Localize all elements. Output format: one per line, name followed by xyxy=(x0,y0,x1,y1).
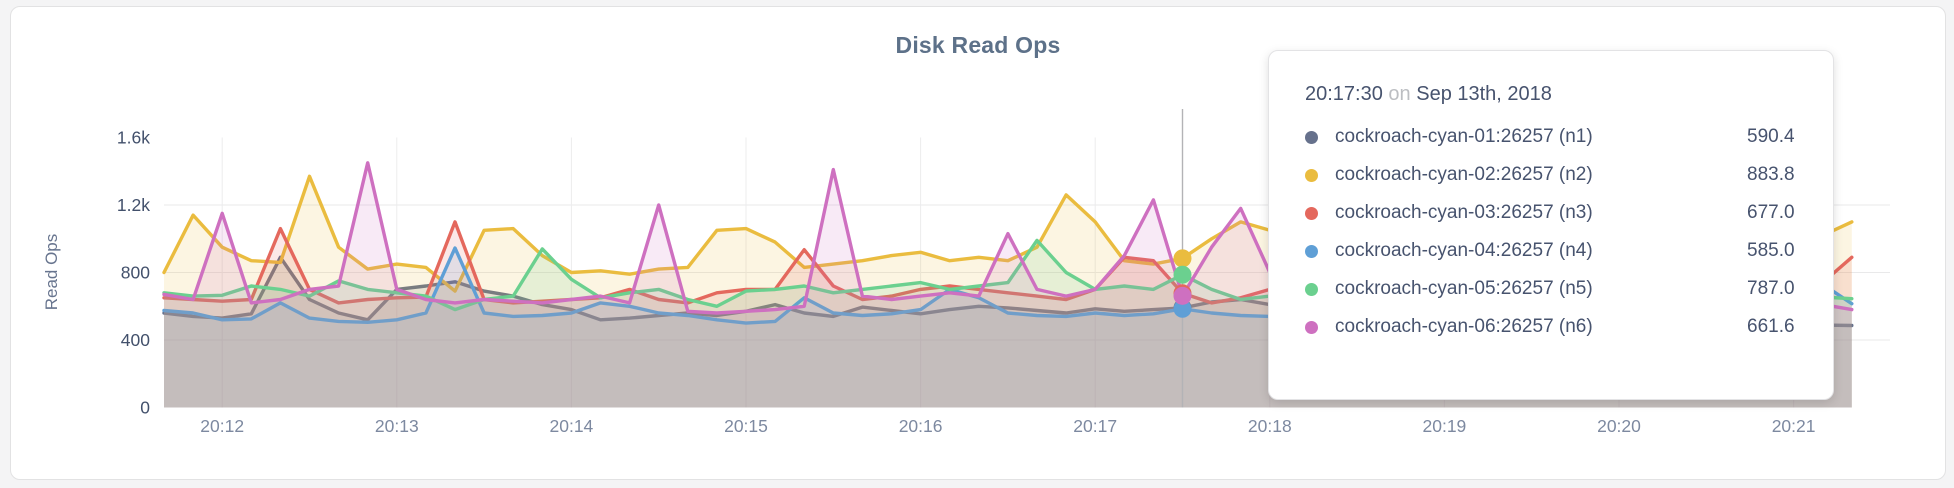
x-tick-label: 20:20 xyxy=(1597,416,1641,436)
x-tick-label: 20:13 xyxy=(375,416,419,436)
tooltip-date: Sep 13th, 2018 xyxy=(1416,83,1552,105)
series-value: 585.0 xyxy=(1747,240,1795,261)
hover-tooltip: 20:17:30 on Sep 13th, 2018 cockroach-cya… xyxy=(1268,50,1834,400)
x-tick-label: 20:14 xyxy=(550,416,594,436)
hover-dot-n6 xyxy=(1173,286,1192,305)
series-label: cockroach-cyan-03:26257 (n3) xyxy=(1335,202,1593,223)
series-color-dot-icon xyxy=(1305,244,1318,258)
y-tick-label: 1.2k xyxy=(117,195,150,215)
x-tick-label: 20:21 xyxy=(1772,416,1816,436)
series-label: cockroach-cyan-04:26257 (n4) xyxy=(1335,240,1593,261)
x-tick-label: 20:19 xyxy=(1423,416,1467,436)
series-value: 883.8 xyxy=(1747,164,1795,185)
hover-dot-n5 xyxy=(1173,265,1192,284)
x-tick-label: 20:16 xyxy=(899,416,943,436)
y-tick-label: 800 xyxy=(121,263,150,283)
tooltip-row: cockroach-cyan-04:26257 (n4) 585.0 xyxy=(1305,232,1833,270)
tooltip-row: cockroach-cyan-03:26257 (n3) 677.0 xyxy=(1305,194,1833,232)
series-color-dot-icon xyxy=(1305,282,1318,296)
series-color-dot-icon xyxy=(1305,320,1318,334)
series-color-dot-icon xyxy=(1305,168,1318,182)
chart-title: Disk Read Ops xyxy=(895,32,1061,58)
series-label: cockroach-cyan-02:26257 (n2) xyxy=(1335,164,1593,185)
tooltip-on-word: on xyxy=(1388,83,1411,105)
tooltip-row: cockroach-cyan-05:26257 (n5) 787.0 xyxy=(1305,270,1833,308)
x-tick-label: 20:18 xyxy=(1248,416,1292,436)
tooltip-row: cockroach-cyan-01:26257 (n1) 590.4 xyxy=(1305,118,1833,156)
series-value: 677.0 xyxy=(1747,202,1795,223)
tooltip-row: cockroach-cyan-02:26257 (n2) 883.8 xyxy=(1305,156,1833,194)
x-tick-label: 20:15 xyxy=(724,416,768,436)
y-tick-label: 1.6k xyxy=(117,128,150,148)
series-value: 661.6 xyxy=(1747,316,1795,337)
hover-dot-n4 xyxy=(1173,299,1192,318)
hover-dot-n2 xyxy=(1173,249,1192,268)
tooltip-row: cockroach-cyan-06:26257 (n6) 661.6 xyxy=(1305,308,1833,346)
x-tick-label: 20:17 xyxy=(1073,416,1117,436)
series-label: cockroach-cyan-05:26257 (n5) xyxy=(1335,278,1593,299)
series-label: cockroach-cyan-01:26257 (n1) xyxy=(1335,126,1593,147)
y-axis-title: Read Ops xyxy=(42,234,61,311)
x-tick-label: 20:12 xyxy=(200,416,244,436)
series-label: cockroach-cyan-06:26257 (n6) xyxy=(1335,316,1593,337)
tooltip-legend: cockroach-cyan-01:26257 (n1) 590.4 cockroa… xyxy=(1305,118,1833,346)
y-tick-label: 0 xyxy=(140,398,150,418)
tooltip-time: 20:17:30 xyxy=(1305,83,1383,105)
y-tick-label: 400 xyxy=(121,330,150,350)
series-color-dot-icon xyxy=(1305,206,1318,220)
tooltip-header: 20:17:30 on Sep 13th, 2018 xyxy=(1305,83,1833,106)
series-value: 590.4 xyxy=(1747,126,1795,147)
series-color-dot-icon xyxy=(1305,130,1318,144)
series-value: 787.0 xyxy=(1747,278,1795,299)
